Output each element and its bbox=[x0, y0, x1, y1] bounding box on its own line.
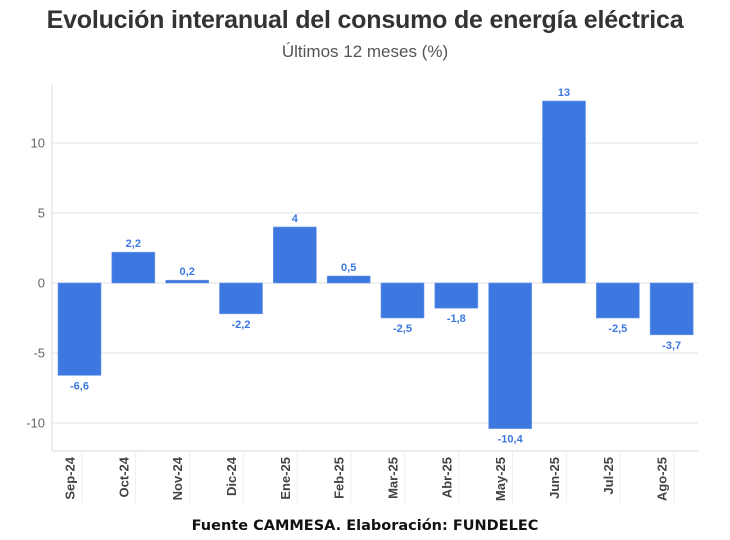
bar-jun-25 bbox=[542, 100, 586, 284]
x-tick-label: Jul-25 bbox=[601, 457, 616, 495]
bar-oct-24 bbox=[111, 251, 156, 284]
x-tick-label: Feb-25 bbox=[332, 457, 347, 499]
data-label: -2,5 bbox=[608, 323, 627, 335]
data-label: -2,2 bbox=[232, 319, 251, 331]
x-tick-label: Dic-24 bbox=[224, 456, 239, 496]
bar-ago-25 bbox=[649, 282, 694, 336]
bar-ene-25 bbox=[273, 226, 317, 284]
chart-title: Evolución interanual del consumo de ener… bbox=[46, 6, 684, 34]
bar-abr-25 bbox=[434, 282, 479, 309]
bar-nov-24 bbox=[165, 279, 209, 284]
data-label: -1,8 bbox=[447, 313, 466, 325]
x-tick-label: May-25 bbox=[493, 457, 508, 501]
chart-subtitle: Últimos 12 meses (%) bbox=[281, 42, 449, 61]
x-tick-label: Oct-24 bbox=[116, 456, 131, 497]
x-tick-label: Mar-25 bbox=[386, 457, 401, 499]
y-tick-label: -10 bbox=[26, 416, 45, 431]
bar-jul-25 bbox=[596, 282, 640, 319]
data-label: 4 bbox=[292, 213, 299, 225]
data-label: 0,5 bbox=[341, 262, 356, 274]
bar-feb-25 bbox=[326, 275, 371, 284]
x-tick-label: Ene-25 bbox=[278, 457, 293, 500]
x-tick-label: Abr-25 bbox=[439, 457, 454, 498]
bar-dic-24 bbox=[219, 282, 263, 315]
y-tick-label: 5 bbox=[38, 206, 45, 221]
data-label: -2,5 bbox=[393, 323, 412, 335]
x-tick-label: Nov-24 bbox=[170, 456, 185, 500]
y-tick-label: 0 bbox=[38, 276, 45, 291]
x-tick-label: Sep-24 bbox=[63, 456, 78, 499]
y-tick-label: -5 bbox=[33, 346, 45, 361]
data-label: -6,6 bbox=[70, 380, 89, 392]
data-label: -10,4 bbox=[498, 434, 524, 446]
y-tick-label: 10 bbox=[31, 136, 45, 151]
bar-mar-25 bbox=[380, 282, 425, 319]
data-label: 2,2 bbox=[126, 238, 141, 250]
source-note: Fuente CAMMESA. Elaboración: FUNDELEC bbox=[191, 518, 539, 534]
bar-may-25 bbox=[488, 282, 532, 429]
x-tick-label: Ago-25 bbox=[655, 457, 670, 501]
x-tick-label: Jun-25 bbox=[547, 457, 562, 499]
bar-sep-24 bbox=[57, 282, 102, 376]
data-label: -3,7 bbox=[662, 340, 681, 352]
data-label: 0,2 bbox=[180, 266, 195, 278]
data-label: 13 bbox=[558, 87, 570, 99]
